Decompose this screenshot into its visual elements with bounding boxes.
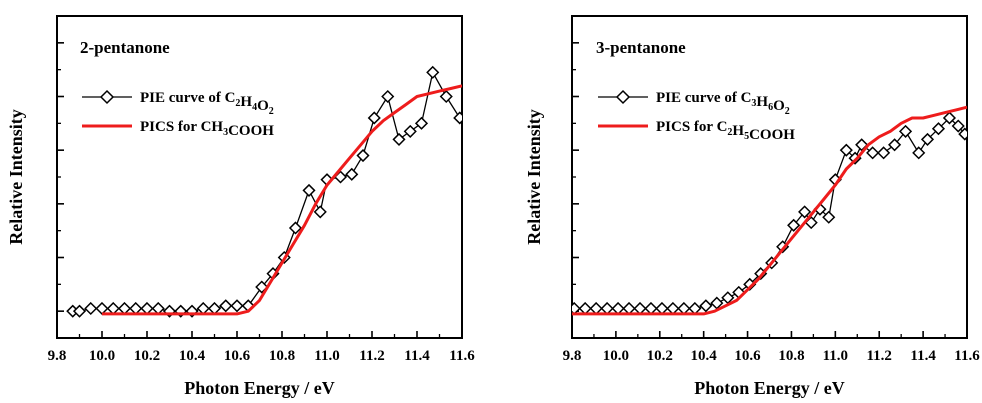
data-point-diamond [84,301,98,316]
x-tick-label: 10.2 [647,348,673,364]
data-point-diamond [381,89,395,104]
plot-area [572,105,967,316]
data-point-diamond [958,127,967,141]
data-point-diamond [439,89,453,104]
data-point-diamond [644,301,658,316]
x-tick-label: 10.4 [691,348,718,364]
data-point-diamond [356,148,370,163]
y-axis-title: Relative Intensity [524,109,544,244]
x-tick-label: 10.0 [89,348,115,364]
legend-label: PIE curve of C3H6O2 [656,90,790,117]
series-line-pie [574,117,966,310]
data-point-diamond [677,301,691,316]
panel-title: 2-pentanone [80,38,170,57]
data-point-diamond [72,304,87,318]
series-line-pics [572,105,967,316]
data-point-diamond [931,122,946,136]
chart-panel-2: 9.8 10.0 10.2 10.4 10.6 10.8 11.0 11.2 11.4 11.6 P… [524,15,980,398]
data-point-diamond [219,299,233,313]
panel-title: 3-pentanone [596,38,686,57]
data-point-diamond [426,65,440,79]
data-point-diamond [787,218,801,232]
data-point-diamond [942,111,957,125]
x-tick-label: 11.6 [449,348,475,364]
data-point-diamond [912,146,926,160]
data-point-diamond [578,301,592,316]
data-point-diamond [140,301,154,316]
data-point-diamond [302,183,316,197]
legend-swatch-diamond [615,89,631,105]
x-tick-label: 11.2 [867,348,892,364]
data-point-diamond [699,299,713,313]
data-point-diamond [951,119,965,133]
legend-label: PICS for CH3COOH [140,119,274,139]
data-point-diamond [622,301,636,316]
data-point-diamond [313,205,327,219]
data-point-diamond [207,301,222,316]
chart-panel-1: 9.8 10.0 10.2 10.4 10.6 10.8 11.0 11.2 11.4 11.6 P… [6,15,475,398]
legend-swatch-diamond [99,89,115,105]
legend-label: PICS for C2H5COOH [656,119,795,143]
series-line-pics [102,84,462,316]
data-point-diamond [688,301,702,316]
data-point-diamond [589,301,603,316]
data-point-diamond [898,124,913,138]
data-point-diamond [95,301,109,316]
data-point-diamond [655,301,669,316]
data-point-diamond [888,138,902,152]
data-point-diamond [367,111,381,125]
x-tick-label: 10.8 [269,348,295,364]
x-tick-label: 9.8 [563,348,582,364]
x-tick-label: 11.0 [314,348,339,364]
data-point-diamond [117,301,132,316]
data-point-diamond [572,301,581,316]
x-tick-label: 11.0 [823,348,848,364]
data-point-diamond [230,299,244,313]
data-point-diamond [866,146,880,160]
data-point-diamond [288,221,303,235]
plot-area [66,65,462,318]
data-point-diamond [839,143,853,157]
data-point-diamond [611,301,625,316]
data-point-diamond [633,301,647,316]
y-axis-title: Relative Intensity [6,109,26,244]
x-tick-label: 11.4 [910,348,936,364]
data-point-diamond [106,301,120,316]
x-tick-label: 10.8 [778,348,804,364]
data-point-diamond [392,132,406,146]
data-point-diamond [798,205,812,219]
x-tick-label: 10.2 [134,348,160,364]
data-point-diamond [453,111,462,125]
data-point-diamond [129,301,143,316]
plot-frame [571,15,968,339]
data-point-diamond [151,301,165,316]
data-point-diamond [414,116,429,130]
x-tick-label: 10.6 [734,348,761,364]
x-tick-label: 11.2 [359,348,384,364]
x-tick-label: 10.4 [179,348,206,364]
data-point-diamond [345,167,359,181]
data-point-diamond [666,301,680,316]
x-tick-label: 9.8 [48,348,67,364]
data-point-diamond [196,301,210,316]
x-axis-title: Photon Energy / eV [694,378,845,398]
data-point-diamond [600,301,614,316]
data-point-diamond [403,124,417,138]
x-tick-label: 11.4 [404,348,430,364]
x-tick-label: 10.6 [224,348,251,364]
data-point-diamond [920,132,935,146]
legend-label: PIE curve of C2H4O2 [140,90,274,117]
data-point-diamond [877,146,891,160]
x-axis-title: Photon Energy / eV [184,378,335,398]
x-tick-label: 10.0 [603,348,629,364]
x-tick-label: 11.6 [954,348,980,364]
data-point-diamond [822,210,836,224]
